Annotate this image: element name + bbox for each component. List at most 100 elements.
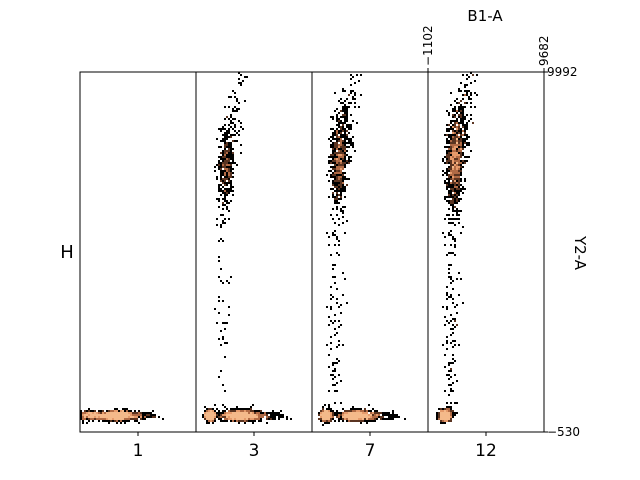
density-cell [330,416,332,418]
density-cell [116,414,118,416]
density-cell [452,236,454,238]
density-cell [330,306,332,308]
density-cell [338,170,340,172]
density-cell [448,232,450,234]
density-cell [110,412,112,414]
density-cell [84,416,86,418]
density-cell [218,128,220,130]
density-cell [462,152,464,154]
density-cell [436,412,438,414]
density-cell [108,412,110,414]
density-cell [224,194,226,196]
density-cell [342,158,344,160]
density-cell [366,422,368,424]
density-cell [456,402,458,404]
density-cell [220,194,222,196]
density-cell [450,136,452,138]
density-cell [234,126,236,128]
density-cell [446,124,448,126]
density-cell [222,138,224,140]
density-cell [350,160,352,162]
density-cell [342,176,344,178]
density-cell [332,154,334,156]
density-cell [80,412,82,414]
density-cell [334,176,336,178]
density-cell [224,410,226,412]
density-cell [344,160,346,162]
density-cell [438,408,440,410]
density-cell [342,144,344,146]
density-cell [448,414,450,416]
density-cell [220,188,222,190]
density-cell [88,420,90,422]
density-cell [234,130,236,132]
density-cell [450,126,452,128]
density-cell [350,412,352,414]
density-cell [356,408,358,410]
density-cell [456,170,458,172]
density-cell [448,174,450,176]
density-cell [344,122,346,124]
density-cell [240,82,242,84]
density-cell [220,174,222,176]
density-cell [452,144,454,146]
density-cell [368,410,370,412]
density-cell [344,110,346,112]
density-cell [114,408,116,410]
density-cell [374,414,376,416]
density-cell [226,156,228,158]
density-cell [262,416,264,418]
density-cell [242,80,244,82]
density-cell [448,222,450,224]
density-cell [334,370,336,372]
density-cell [444,418,446,420]
density-cell [118,420,120,422]
density-cell [450,294,452,296]
density-cell [336,198,338,200]
density-cell [244,418,246,420]
density-cell [348,414,350,416]
density-cell [224,412,226,414]
density-cell [366,418,368,420]
density-cell [224,182,226,184]
density-cell [336,114,338,116]
density-cell [450,406,452,408]
density-cell [92,420,94,422]
density-cell [344,114,346,116]
density-cell [466,126,468,128]
density-cell [246,412,248,414]
density-cell [338,224,340,226]
density-cell [124,422,126,424]
density-cell [252,410,254,412]
density-cell [454,110,456,112]
density-cell [342,206,344,208]
density-cell [256,412,258,414]
density-cell [346,420,348,422]
density-cell [320,414,322,416]
density-cell [458,194,460,196]
density-cell [224,188,226,190]
density-cell [392,414,394,416]
density-cell [222,192,224,194]
density-cell [458,164,460,166]
density-cell [220,184,222,186]
density-cell [450,420,452,422]
density-cell [232,176,234,178]
density-cell [120,414,122,416]
density-cell [210,408,212,410]
density-cell [340,170,342,172]
density-cell [120,416,122,418]
density-cell [326,306,328,308]
density-cell [332,188,334,190]
density-cell [450,188,452,190]
density-cell [322,418,324,420]
density-cell [230,134,232,136]
density-cell [446,188,448,190]
density-cell [350,142,352,144]
density-cell [214,414,216,416]
density-cell [452,154,454,156]
density-cell [458,158,460,160]
density-cell [226,116,228,118]
density-cell [252,404,254,406]
density-cell [240,74,242,76]
